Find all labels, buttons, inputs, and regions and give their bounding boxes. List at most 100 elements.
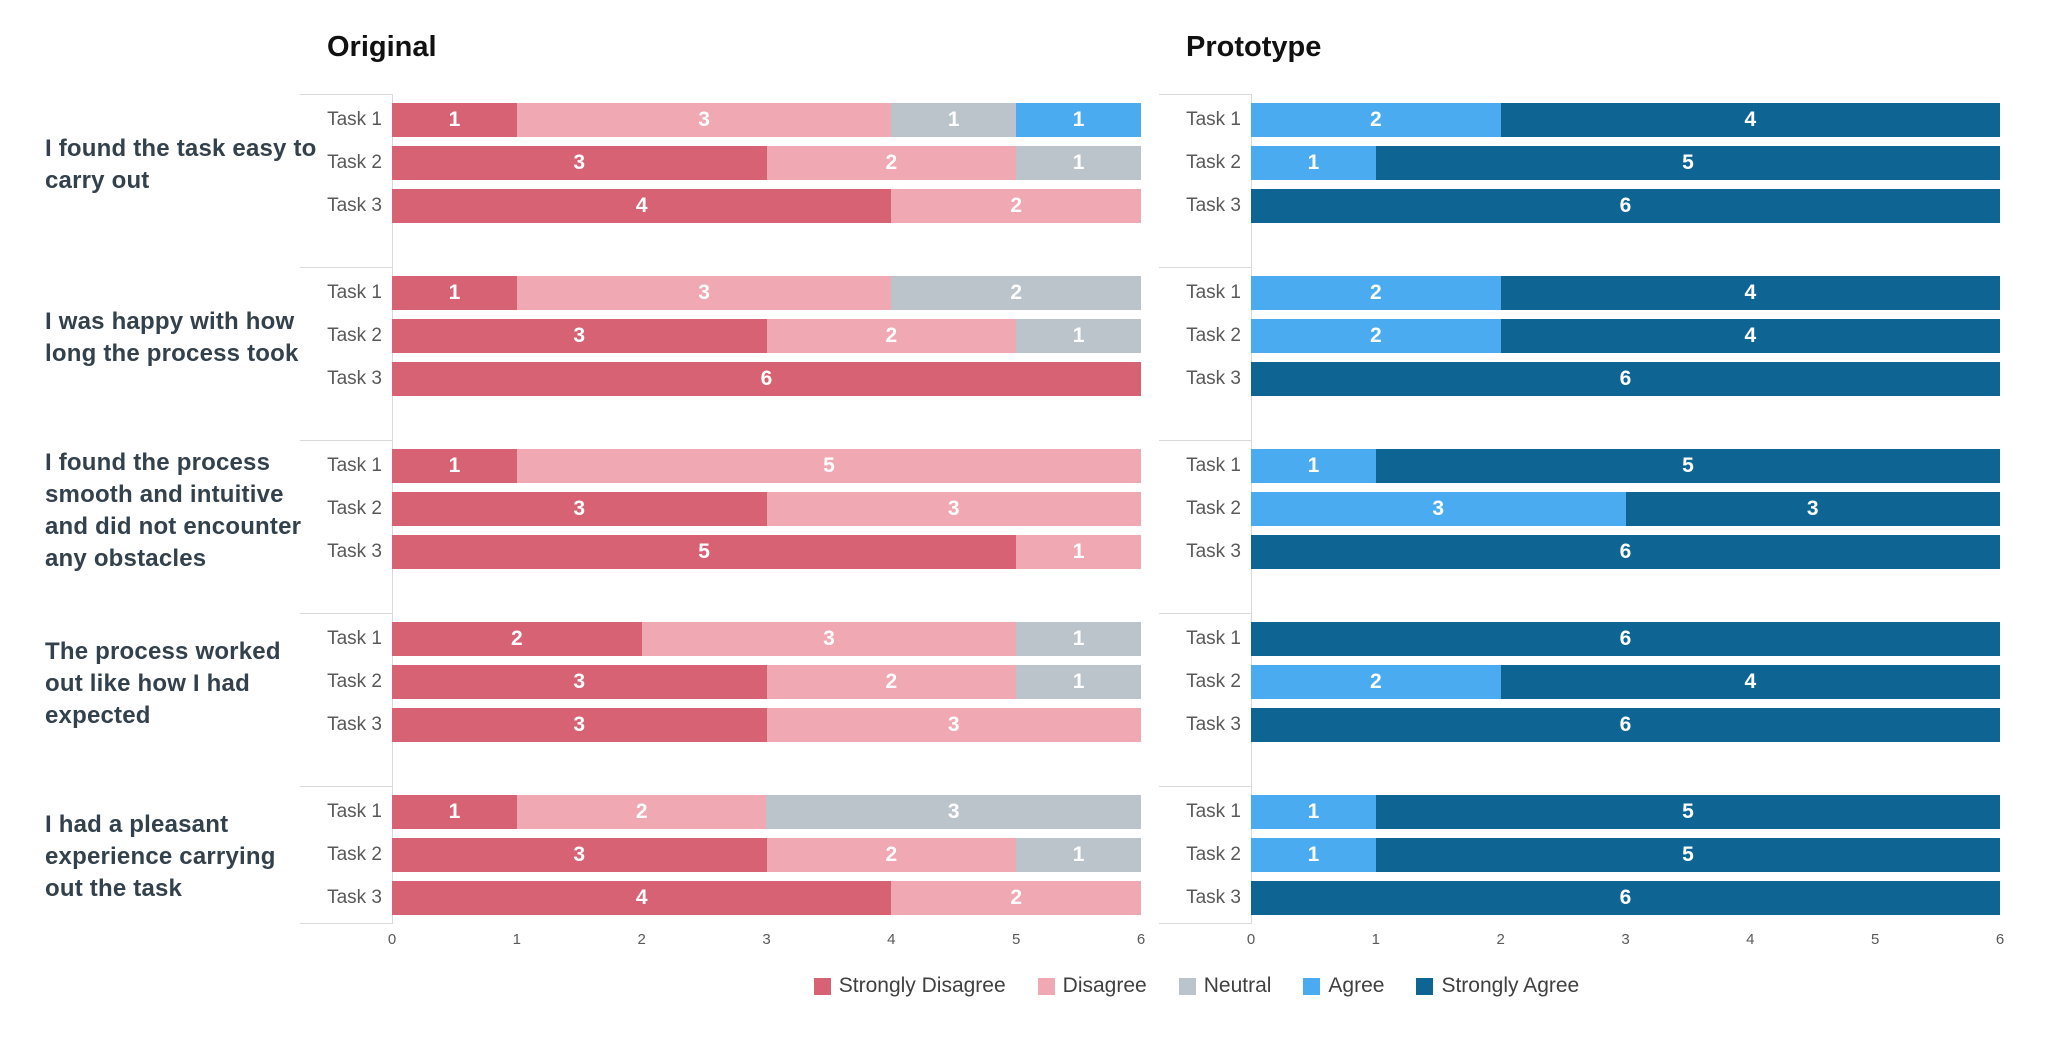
bar-row: Task 2 3 2 1 [300, 665, 1141, 699]
bar-row: Task 1 1 3 1 1 [300, 103, 1141, 137]
bar-row: Task 2 3 2 1 [300, 146, 1141, 180]
task-label: Task 3 [327, 714, 382, 735]
bar-segment-strongly-disagree: 3 [392, 665, 767, 699]
x-axis-tick-label: 0 [387, 931, 397, 948]
bar-track: 6 [1251, 189, 2000, 223]
question-slot: I found the process smooth and intuitive… [45, 449, 317, 622]
bar-segment-strongly-disagree: 3 [392, 319, 767, 353]
x-axis-tick-label: 3 [762, 931, 771, 948]
segment-value-label: 5 [1682, 843, 1694, 866]
bar-segment-disagree: 2 [516, 795, 767, 829]
bar-segment-strongly-agree: 6 [1251, 189, 2000, 223]
task-label: Task 1 [327, 455, 382, 476]
legend-label: Strongly Disagree [838, 974, 1006, 997]
bar-segment-agree: 2 [1251, 276, 1501, 310]
task-label: Task 3 [1186, 887, 1241, 908]
bar-row: Task 2 3 2 1 [300, 319, 1141, 353]
bar-segment-strongly-agree: 6 [1251, 362, 2000, 396]
x-axis-tick-label: 2 [1496, 931, 1505, 948]
segment-value-label: 4 [1744, 108, 1757, 131]
bar-row: Task 1 2 3 1 [300, 622, 1141, 656]
bar-segment-agree: 1 [1251, 795, 1376, 829]
bar-segment-neutral: 1 [1016, 622, 1141, 656]
bar-row: Task 3 6 [300, 362, 1141, 396]
task-label: Task 2 [327, 325, 382, 346]
segment-value-label: 4 [1744, 324, 1757, 347]
bar-row: Task 1 1 2 3 [300, 795, 1141, 829]
question-slot: The process worked out like how I had ex… [45, 622, 317, 795]
bar-track: 3 2 1 [392, 319, 1141, 353]
bar-segment-agree: 1 [1251, 449, 1376, 483]
segment-value-label: 6 [1619, 627, 1632, 650]
bar-segment-agree: 2 [1251, 665, 1501, 699]
bar-segment-neutral: 1 [1016, 146, 1141, 180]
segment-value-label: 5 [823, 454, 835, 477]
x-axis-original: 0 1 2 3 4 5 6 [388, 931, 1145, 951]
task-label: Task 2 [1186, 671, 1241, 692]
x-axis-tick-label: 2 [637, 931, 646, 948]
bar-segment-disagree: 1 [1016, 535, 1141, 569]
bar-segment-strongly-agree: 4 [1500, 665, 2000, 699]
segment-value-label: 3 [573, 151, 586, 174]
bar-segment-strongly-disagree: 4 [392, 881, 892, 915]
task-label: Task 1 [1186, 455, 1241, 476]
segment-value-label: 1 [1307, 800, 1320, 823]
task-label: Task 2 [327, 152, 382, 173]
legend-label: Agree [1328, 974, 1385, 997]
bar-segment-disagree: 3 [516, 276, 892, 310]
bar-segment-strongly-disagree: 3 [392, 492, 767, 526]
task-label: Task 3 [1186, 714, 1241, 735]
bar-segment-strongly-disagree: 1 [392, 276, 517, 310]
segment-value-label: 6 [1619, 886, 1632, 909]
bar-track: 6 [1251, 535, 2000, 569]
bar-segment-strongly-disagree: 4 [392, 189, 892, 223]
task-label: Task 1 [327, 628, 382, 649]
bar-row: Task 3 6 [1159, 362, 2000, 396]
bar-track: 6 [1251, 881, 2000, 915]
segment-value-label: 2 [885, 324, 898, 347]
question-slot: I found the task easy to carry out [45, 103, 317, 276]
bar-segment-strongly-disagree: 1 [392, 103, 517, 137]
bar-segment-disagree: 2 [766, 146, 1017, 180]
segment-value-label: 5 [1682, 454, 1694, 477]
legend-label: Strongly Agree [1441, 974, 1580, 997]
bar-segment-disagree: 2 [766, 319, 1017, 353]
bar-segment-disagree: 5 [516, 449, 1141, 483]
bar-segment-agree: 1 [1251, 146, 1376, 180]
segment-value-label: 5 [1682, 800, 1694, 823]
bar-segment-neutral: 1 [1016, 838, 1141, 872]
task-label: Task 1 [327, 801, 382, 822]
bar-segment-strongly-agree: 5 [1375, 795, 2000, 829]
bar-track: 2 3 1 [392, 622, 1141, 656]
legend-item-strongly-agree: Strongly Agree [1416, 974, 1579, 998]
chart-legend: Strongly Disagree Disagree Neutral Agree Str… [392, 974, 2001, 998]
segment-value-label: 2 [885, 843, 898, 866]
bar-segment-disagree: 2 [891, 189, 1141, 223]
segment-value-label: 6 [1619, 367, 1632, 390]
segment-value-label: 2 [1369, 281, 1382, 304]
x-axis-tick-label: 6 [1136, 931, 1146, 948]
x-axis-tick-label: 5 [1870, 931, 1880, 948]
segment-value-label: 3 [698, 108, 710, 131]
segment-value-label: 1 [448, 454, 461, 477]
segment-value-label: 3 [573, 843, 586, 866]
bar-segment-agree: 3 [1251, 492, 1626, 526]
chart-panel-original: Original Task 1 1 3 1 1 Task 2 3 2 1 Task 3 4 2 Task… [300, 31, 1145, 963]
segment-value-label: 4 [635, 886, 648, 909]
bar-row: Task 1 6 [1159, 622, 2000, 656]
